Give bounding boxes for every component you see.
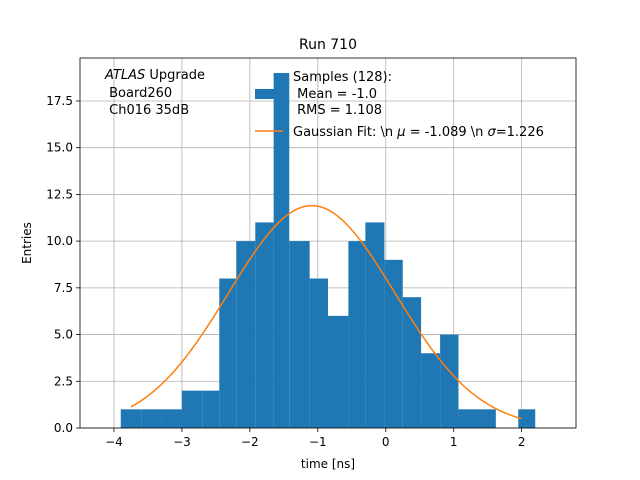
histogram-bar bbox=[518, 409, 536, 428]
x-tick-label: −1 bbox=[309, 435, 327, 449]
legend-histogram-label-3: RMS = 1.108 bbox=[293, 103, 382, 118]
histogram-bar bbox=[289, 241, 310, 428]
histogram-bar bbox=[328, 315, 349, 428]
annotation-text: ATLAS Upgrade Board260 Ch016 35dB bbox=[104, 68, 205, 118]
annotation-upgrade: Upgrade bbox=[145, 68, 205, 83]
histogram-bar bbox=[309, 278, 328, 428]
x-tick-label: 0 bbox=[382, 435, 390, 449]
legend: Samples (128): Mean = -1.0 RMS = 1.108 G… bbox=[255, 70, 544, 140]
annotation-line-3: Ch016 35dB bbox=[105, 103, 189, 118]
x-tick-label: 2 bbox=[518, 435, 526, 449]
histogram-bar bbox=[219, 278, 237, 428]
y-tick-label: 7.5 bbox=[54, 281, 73, 295]
annotation-line-2: Board260 bbox=[105, 86, 172, 101]
y-tick-label: 12.5 bbox=[46, 187, 73, 201]
x-tick-label: 1 bbox=[450, 435, 458, 449]
histogram-bar bbox=[202, 390, 220, 428]
legend-fit-suffix: =1.226 bbox=[496, 125, 544, 140]
histogram-bar bbox=[384, 259, 403, 428]
y-tick-label: 15.0 bbox=[46, 141, 73, 155]
histogram-bar bbox=[236, 241, 256, 428]
histogram-bars bbox=[120, 72, 536, 428]
histogram-bar bbox=[458, 409, 478, 428]
chart-title: Run 710 bbox=[299, 37, 357, 53]
histogram-bar bbox=[440, 334, 459, 428]
y-tick-label: 2.5 bbox=[54, 374, 73, 388]
histogram-bar bbox=[365, 222, 385, 428]
gaussian-fit-curve bbox=[130, 204, 522, 420]
legend-fit-prefix: Gaussian Fit: \n bbox=[293, 125, 397, 140]
x-axis-ticks: −4 −3 −2 −1 0 1 2 bbox=[105, 428, 525, 449]
legend-fit-mu: μ bbox=[396, 125, 405, 140]
histogram-bar bbox=[255, 222, 274, 428]
y-axis-ticks: 0.0 2.5 5.0 7.5 10.0 12.5 15.0 17.5 bbox=[46, 94, 80, 435]
y-axis-label: Entries bbox=[20, 222, 34, 264]
legend-histogram-label-1: Samples (128): bbox=[293, 70, 392, 85]
histogram-bar bbox=[273, 72, 290, 428]
annotation-line-1: ATLAS Upgrade bbox=[104, 68, 205, 83]
x-tick-label: −4 bbox=[105, 435, 123, 449]
legend-fit-mid: = -1.089 \n bbox=[406, 125, 488, 140]
histogram-bar bbox=[141, 409, 162, 428]
y-tick-label: 5.0 bbox=[54, 328, 73, 342]
y-tick-label: 0.0 bbox=[54, 421, 73, 435]
histogram-bar bbox=[421, 353, 441, 428]
legend-histogram-patch bbox=[255, 89, 283, 99]
x-tick-label: −3 bbox=[173, 435, 191, 449]
histogram-bar bbox=[181, 390, 203, 428]
y-tick-label: 10.0 bbox=[46, 234, 73, 248]
histogram-bar bbox=[120, 409, 142, 428]
histogram-bar bbox=[161, 409, 182, 428]
legend-histogram-label-2: Mean = -1.0 bbox=[293, 87, 377, 102]
histogram-bar bbox=[348, 241, 366, 428]
legend-fit-label: Gaussian Fit: \n μ = -1.089 \n σ=1.226 bbox=[293, 125, 544, 140]
histogram-bar bbox=[402, 297, 422, 428]
x-tick-label: −2 bbox=[241, 435, 259, 449]
histogram-bar bbox=[477, 409, 496, 428]
y-tick-label: 17.5 bbox=[46, 94, 73, 108]
annotation-atlas: ATLAS bbox=[104, 68, 145, 83]
axes-frame bbox=[79, 57, 577, 429]
x-axis-label: time [ns] bbox=[301, 457, 355, 471]
legend-fit-sigma: σ bbox=[488, 125, 497, 140]
